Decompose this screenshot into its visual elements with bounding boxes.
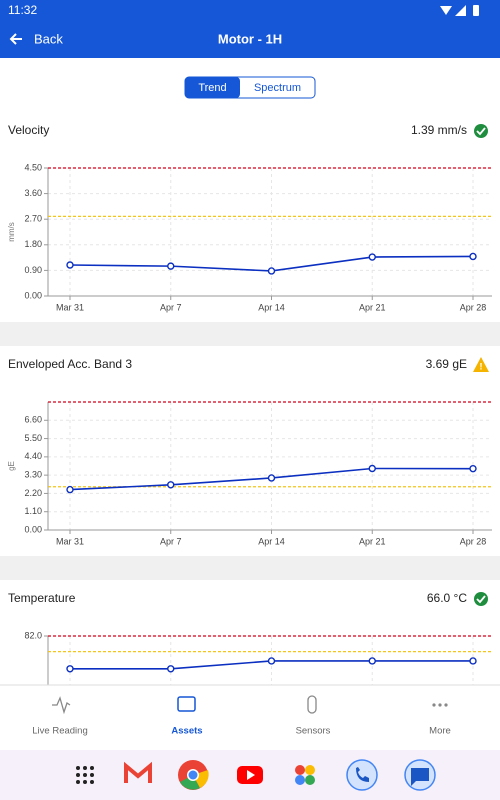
data-point	[66, 485, 74, 494]
live-reading-icon[interactable]	[52, 696, 71, 715]
y-tick-label: 2.70	[24, 214, 42, 224]
data-point	[167, 665, 175, 673]
nav-label[interactable]: Sensors	[296, 726, 331, 737]
x-tick-label: Apr 14	[258, 302, 285, 312]
back-arrow[interactable]	[9, 33, 22, 45]
data-point	[267, 267, 276, 275]
y-tick-label: 1.80	[24, 239, 42, 249]
nav-label[interactable]: More	[429, 726, 451, 737]
y-tick-label: 4.50	[24, 162, 42, 172]
bottom-nav	[0, 685, 500, 750]
messages-icon[interactable]	[404, 759, 436, 791]
chart-title: Velocity	[8, 123, 49, 137]
data-point	[469, 252, 477, 261]
status-ok-check	[476, 127, 486, 136]
x-tick-label: Apr 21	[359, 536, 386, 546]
signal-icon	[455, 5, 466, 16]
phone-icon[interactable]	[346, 759, 378, 791]
data-point	[368, 253, 376, 261]
data-point	[469, 464, 477, 473]
data-point	[368, 657, 376, 665]
x-tick-label: Apr 21	[359, 302, 386, 312]
y-tick-label: 1.10	[24, 506, 42, 516]
nav-label[interactable]: Live Reading	[32, 726, 87, 737]
y-tick-label: 0.00	[24, 290, 42, 300]
chart-title: Temperature	[8, 591, 76, 605]
assets-icon[interactable]	[177, 696, 196, 712]
screen-title: Motor - 1H	[218, 31, 282, 46]
data-point	[66, 261, 74, 269]
x-tick-label: Apr 14	[258, 536, 285, 546]
y-tick-label: 3.30	[24, 470, 42, 480]
chart-title: Enveloped Acc. Band 3	[8, 357, 132, 371]
back-button[interactable]: Back	[9, 31, 63, 46]
status-warning-icon	[473, 357, 489, 372]
status-warning-mark: !	[480, 361, 483, 371]
data-point	[267, 474, 276, 482]
status-time: 11:32	[8, 3, 37, 17]
y-tick-label: 3.60	[24, 188, 42, 198]
data-point	[167, 481, 175, 489]
app-bar	[0, 0, 500, 58]
sensors-icon[interactable]	[307, 695, 317, 714]
tab-label[interactable]: Spectrum	[254, 82, 301, 94]
more-icon[interactable]	[432, 703, 448, 707]
reading: 66.0 °C	[427, 591, 467, 605]
x-tick-label: Apr 28	[460, 302, 487, 312]
back-label[interactable]: Back	[34, 31, 63, 46]
y-tick-label: 5.50	[24, 433, 42, 443]
reading: 3.69 gE	[426, 357, 467, 371]
reading: 1.39 mm/s	[411, 123, 467, 137]
y-tick-label: 2.20	[24, 488, 42, 498]
y-axis-label: gE	[7, 461, 16, 471]
data-point	[469, 657, 477, 665]
data-point	[368, 464, 376, 473]
y-tick-label: 0.00	[24, 524, 42, 534]
card	[0, 580, 500, 685]
card	[0, 346, 500, 556]
x-tick-label: Apr 7	[160, 302, 182, 312]
y-tick-label: 4.40	[24, 451, 42, 461]
chrome-icon[interactable]	[178, 760, 209, 790]
x-tick-label: Apr 28	[460, 536, 487, 546]
x-tick-label: Mar 31	[56, 536, 84, 546]
tab-label[interactable]: Trend	[198, 82, 226, 94]
y-axis-label: mm/s	[7, 222, 16, 242]
youtube-icon[interactable]	[237, 766, 263, 784]
wifi-icon	[440, 6, 452, 15]
status-ok-icon	[474, 592, 488, 606]
y-tick-label: 6.60	[24, 415, 42, 425]
x-tick-label: Mar 31	[56, 302, 84, 312]
apps-grid-icon[interactable]	[76, 766, 94, 784]
x-tick-label: Apr 7	[160, 536, 182, 546]
status-ok-check	[476, 595, 486, 604]
data-point	[66, 665, 74, 673]
data-point	[267, 657, 276, 665]
y-tick-label: 0.90	[24, 265, 42, 275]
battery-icon	[473, 5, 479, 16]
tab-selected[interactable]	[185, 77, 240, 98]
status-ok-icon	[474, 124, 488, 138]
photos-icon[interactable]	[295, 765, 315, 785]
y-tick-label: 82.0	[24, 630, 42, 640]
data-point	[167, 262, 175, 270]
gmail-icon[interactable]	[124, 761, 152, 783]
nav-label[interactable]: Assets	[171, 726, 202, 737]
